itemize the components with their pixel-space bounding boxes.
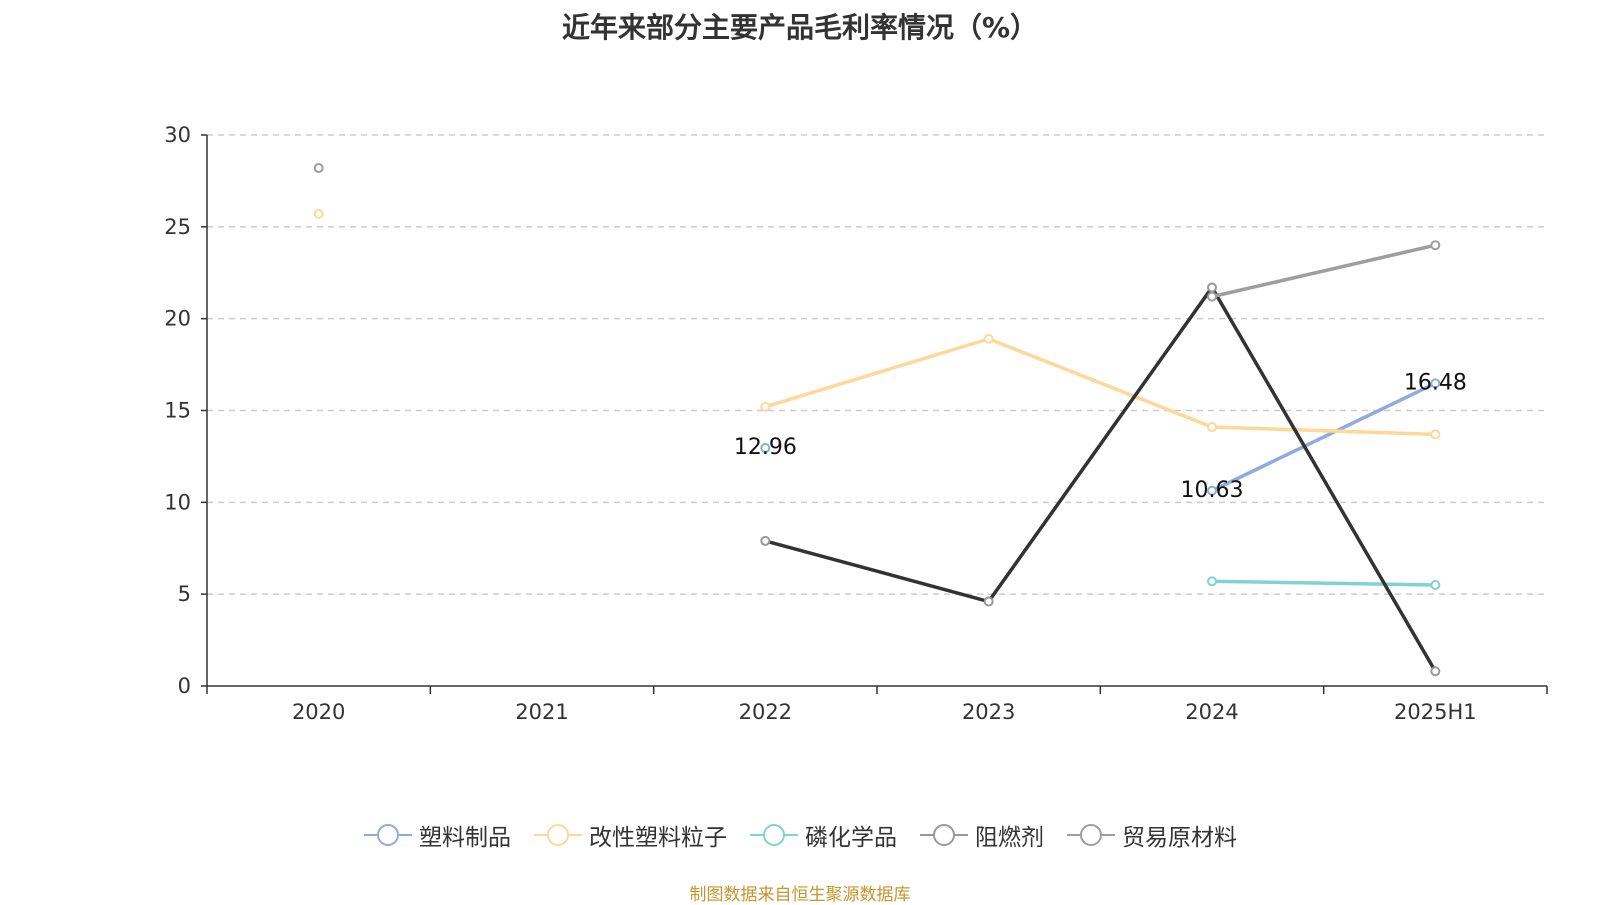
data-point (1207, 485, 1217, 496)
data-point (1430, 579, 1441, 590)
y-tick-label: 30 (164, 123, 191, 147)
data-label: 10.63 (1181, 478, 1244, 503)
y-tick-label: 5 (178, 582, 191, 606)
legend-label: 改性塑料粒子 (589, 825, 727, 851)
data-point (983, 596, 994, 607)
legend-label: 阻燃剂 (975, 825, 1044, 851)
legend-item[interactable]: 阻燃剂 (919, 818, 1044, 852)
series-line (1211, 243, 1436, 299)
legend-swatch-icon (1067, 824, 1115, 846)
chart-title: 近年来部分主要产品毛利率情况（%） (561, 11, 1039, 44)
series-line (764, 337, 1436, 437)
data-point (983, 333, 994, 344)
y-tick-label: 25 (164, 215, 191, 239)
data-point (1207, 291, 1217, 302)
data-label: 16.48 (1404, 370, 1467, 395)
series-line (1211, 579, 1436, 587)
data-point (313, 163, 324, 174)
legend-swatch-icon (364, 824, 412, 846)
legend-swatch-icon (920, 824, 968, 846)
data-labels: 12.96 10.63 16.48 (734, 370, 1467, 502)
data-point (1207, 422, 1217, 433)
data-point (1430, 429, 1441, 440)
data-point (1430, 378, 1441, 389)
legend-label: 磷化学品 (805, 825, 897, 851)
legend-item[interactable]: 贸易原材料 (1066, 818, 1237, 852)
x-tick-label: 2020 (292, 700, 345, 724)
data-point (760, 442, 771, 453)
series-line (764, 285, 1437, 673)
series-2 (1207, 576, 1441, 590)
x-tick-label: 2025H1 (1394, 700, 1477, 724)
series-4 (313, 163, 1441, 302)
legend-swatch-icon (534, 824, 582, 846)
y-tick-label: 20 (164, 307, 191, 331)
series (313, 163, 1441, 677)
data-point (1430, 240, 1441, 251)
y-tick-label: 10 (164, 490, 191, 514)
legend-marker (1080, 824, 1102, 846)
legend-label: 塑料制品 (419, 825, 511, 851)
y-tick-label: 15 (164, 399, 191, 423)
x-tick-label: 2022 (739, 700, 792, 724)
source-footer: 制图数据来自恒生聚源数据库 (689, 885, 911, 905)
legend-marker (763, 824, 785, 846)
data-point (313, 208, 324, 219)
series-0 (760, 378, 1441, 496)
x-tick-label: 2021 (515, 700, 568, 724)
legend: 塑料制品 改性塑料粒子 磷化学品 阻燃剂 贸易原材料 (0, 818, 1600, 852)
legend-item[interactable]: 改性塑料粒子 (533, 818, 727, 852)
x-tick-label: 2023 (962, 700, 1015, 724)
legend-item[interactable]: 磷化学品 (749, 818, 897, 852)
x-tick-label: 2024 (1185, 700, 1238, 724)
series-1 (313, 208, 1441, 440)
legend-marker (933, 824, 955, 846)
data-point (1207, 282, 1217, 293)
data-point (760, 535, 771, 546)
gridlines (207, 134, 1547, 595)
data-point (760, 401, 771, 412)
legend-label: 贸易原材料 (1122, 825, 1237, 851)
data-point (1430, 666, 1441, 677)
legend-marker (547, 824, 569, 846)
axes: 0 5 10 15 20 25 30 2020 2021 2022 2023 2024 2025H1 (164, 123, 1548, 724)
y-tick-label: 0 (178, 674, 191, 698)
series-line (1211, 381, 1437, 493)
legend-item[interactable]: 塑料制品 (363, 818, 511, 852)
legend-swatch-icon (750, 824, 798, 846)
series-3 (760, 282, 1441, 677)
legend-marker (377, 824, 399, 846)
data-label: 12.96 (734, 435, 797, 460)
data-point (1207, 576, 1217, 587)
